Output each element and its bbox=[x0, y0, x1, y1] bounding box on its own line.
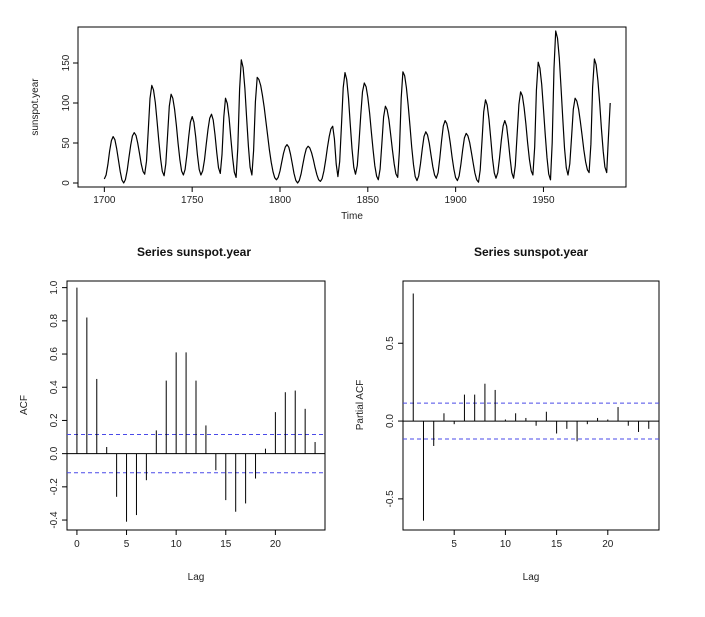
figure: sunspot.year Time 1700 1750 1800 1850 1900 19… bbox=[0, 0, 705, 617]
pacf-title: Series sunspot.year bbox=[474, 245, 588, 259]
pacf-panel: Series sunspot.year Partial ACF Lag 5 10 1… bbox=[355, 245, 659, 583]
ylabel: sunspot.year bbox=[30, 78, 41, 136]
x-tick-label: 0 bbox=[74, 539, 80, 550]
y-tick-label: 0.2 bbox=[49, 413, 60, 427]
x-tick-label: 1900 bbox=[445, 195, 468, 206]
y-tick-label: 0 bbox=[61, 180, 72, 186]
x-tick-label: 20 bbox=[602, 539, 614, 550]
y-tick-label: 150 bbox=[61, 54, 72, 71]
x-tick-label: 15 bbox=[551, 539, 563, 550]
ylabel: ACF bbox=[19, 395, 30, 415]
ylabel: Partial ACF bbox=[355, 380, 366, 431]
acf-title: Series sunspot.year bbox=[137, 245, 251, 259]
x-tick-label: 10 bbox=[500, 539, 512, 550]
x-tick-label: 1700 bbox=[93, 195, 116, 206]
y-tick-label: 100 bbox=[61, 94, 72, 111]
sunspot-line bbox=[104, 31, 610, 183]
y-tick-label: -0.2 bbox=[49, 478, 60, 496]
xlabel: Time bbox=[341, 211, 363, 222]
y-tick-label: 50 bbox=[61, 137, 72, 149]
y-tick-label: 0.4 bbox=[49, 380, 60, 394]
x-tick-label: 1950 bbox=[532, 195, 555, 206]
x-tick-label: 15 bbox=[220, 539, 232, 550]
x-tick-label: 10 bbox=[171, 539, 183, 550]
x-tick-label: 1750 bbox=[181, 195, 204, 206]
y-tick-label: 0.6 bbox=[49, 347, 60, 361]
x-tick-label: 1800 bbox=[269, 195, 292, 206]
xlabel: Lag bbox=[188, 572, 205, 583]
xlabel: Lag bbox=[523, 572, 540, 583]
y-tick-label: 0.0 bbox=[49, 446, 60, 460]
plot-frame bbox=[403, 281, 659, 530]
x-tick-label: 5 bbox=[451, 539, 457, 550]
acf-panel: Series sunspot.year ACF Lag 0 5 10 15 20 -0.4… bbox=[19, 245, 325, 583]
y-tick-label: -0.5 bbox=[385, 490, 396, 508]
x-tick-label: 1850 bbox=[357, 195, 380, 206]
y-tick-label: -0.4 bbox=[49, 511, 60, 529]
y-tick-label: 0.5 bbox=[385, 336, 396, 350]
y-tick-label: 1.0 bbox=[49, 280, 60, 294]
y-tick-label: 0.0 bbox=[385, 414, 396, 428]
y-tick-label: 0.8 bbox=[49, 313, 60, 327]
x-tick-label: 5 bbox=[124, 539, 130, 550]
x-tick-label: 20 bbox=[270, 539, 282, 550]
time-series-panel: sunspot.year Time 1700 1750 1800 1850 1900 19… bbox=[30, 27, 626, 222]
